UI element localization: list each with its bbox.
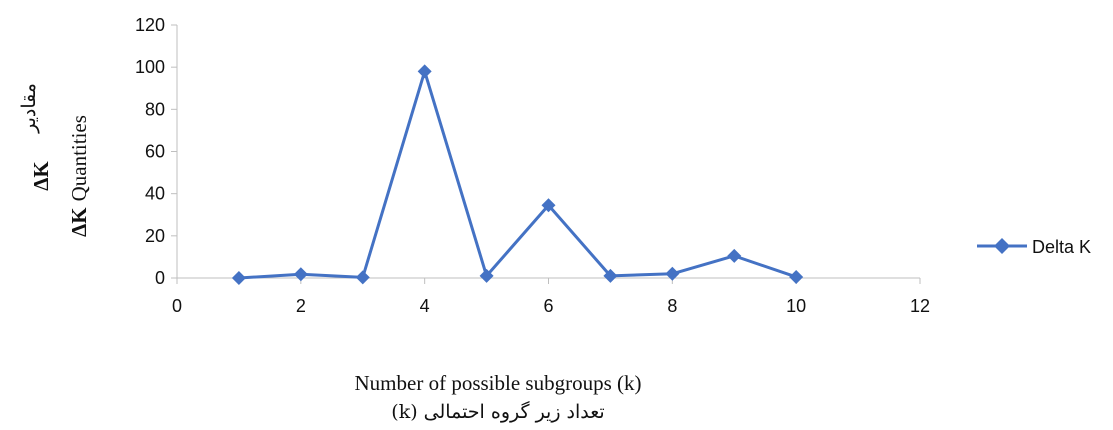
legend: Delta K — [977, 237, 1091, 257]
y-axis-title-text: Quantities — [67, 115, 91, 201]
x-axis-title-fa: تعداد زیر گروه احتمالی (k) — [391, 400, 604, 423]
x-tick-label: 2 — [296, 296, 306, 316]
y-axis-title-line1: ΔK — [29, 161, 53, 191]
y-axis-title-fa-group: مقادیر — [18, 83, 40, 134]
series-line-delta-k — [237, 69, 798, 280]
y-tick-label: 0 — [155, 268, 165, 288]
data-point — [541, 198, 556, 213]
y-tick-label: 120 — [135, 15, 165, 35]
y-axis-title-line2: ΔK Quantities — [67, 115, 91, 237]
y-tick-label: 40 — [145, 184, 165, 204]
x-tick-label: 4 — [420, 296, 430, 316]
data-point — [665, 266, 680, 281]
data-point — [293, 267, 308, 282]
y-axis-title-symbol: ΔK — [29, 161, 53, 191]
data-point — [727, 248, 742, 263]
x-tick-label: 0 — [172, 296, 182, 316]
data-point — [603, 268, 618, 283]
y-axis-title-group: ΔK — [29, 161, 53, 191]
x-axis-title: Number of possible subgroups (k) — [355, 371, 642, 395]
x-tick-label: 6 — [543, 296, 553, 316]
x-tick-label: 12 — [910, 296, 930, 316]
x-tick-label: 8 — [667, 296, 677, 316]
data-point — [417, 64, 432, 79]
y-tick-label: 100 — [135, 57, 165, 77]
legend-marker — [994, 238, 1010, 254]
y-tick-label: 80 — [145, 99, 165, 119]
y-tick-label: 60 — [145, 142, 165, 162]
y-tick-label: 20 — [145, 226, 165, 246]
y-axis-title-group-2: ΔK Quantities — [67, 115, 91, 237]
plot-area: 0 20 40 60 80 100 120 0 2 4 6 8 10 12 — [135, 15, 930, 316]
data-point — [355, 270, 370, 285]
x-tick-label: 10 — [786, 296, 806, 316]
data-point — [231, 271, 246, 285]
y-axis-title-fa: مقادیر — [18, 83, 40, 134]
data-point — [479, 268, 494, 283]
data-point — [789, 269, 804, 284]
y-axis-title-symbol-2: ΔK — [67, 207, 91, 237]
legend-label-delta-k: Delta K — [1032, 237, 1091, 257]
